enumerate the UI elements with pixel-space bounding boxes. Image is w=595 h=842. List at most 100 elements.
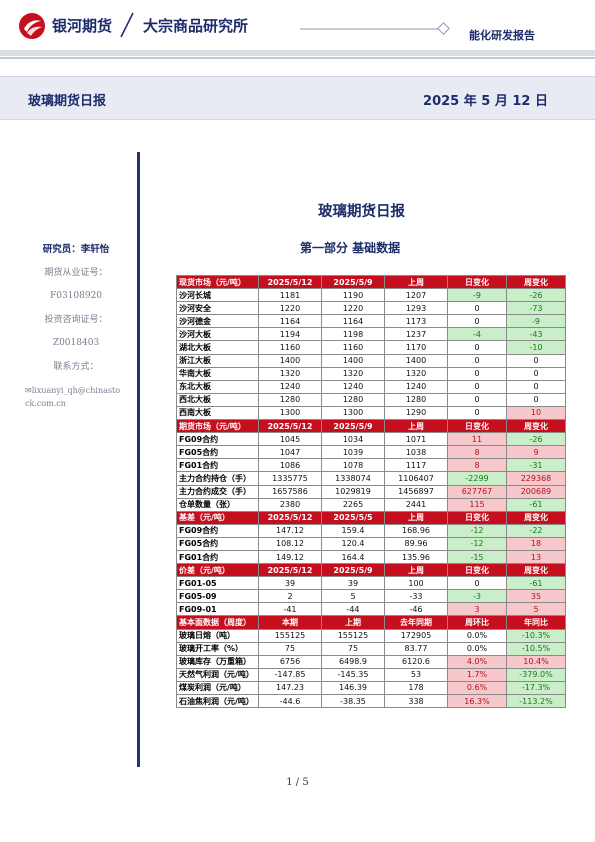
change-cell: 11 [447, 432, 507, 447]
value-cell: 1293 [384, 301, 448, 316]
change-cell: 10.4% [506, 654, 566, 669]
column-header: 上周 [384, 510, 448, 525]
row-label: 玻璃开工率（%） [176, 641, 259, 656]
change-cell: -9 [447, 288, 507, 303]
value-cell: 159.4 [321, 523, 385, 538]
change-cell: 0.0% [447, 641, 507, 656]
value-cell: -38.35 [321, 693, 385, 709]
value-cell: 2265 [321, 497, 385, 512]
column-header: 日变化 [447, 510, 507, 525]
table-row: 煤炭利润（元/吨） 147.23 146.39 178 0.6% -17.3% [176, 680, 566, 696]
section-title: 第一部分 基础数据 [300, 241, 401, 255]
glass-data-table: 现货市场（元/吨） 2025/5/12 2025/5/9 上周 日变化 周变化 沙河长城 11… [176, 274, 566, 709]
value-cell: 1240 [384, 379, 448, 394]
value-cell: 1198 [321, 327, 385, 342]
row-label: FG09-01 [176, 602, 259, 617]
contact-email[interactable]: ✉lixuanyi_qh@chinasto ck.com.cn [20, 384, 132, 410]
column-header: 上期 [321, 615, 385, 630]
value-cell: 100 [384, 576, 448, 591]
value-cell: 1220 [321, 301, 385, 316]
value-cell: 1320 [321, 366, 385, 381]
section-header-label: 基本面数据（周度） [176, 615, 259, 630]
value-cell: -44 [321, 602, 385, 617]
change-cell: 16.3% [447, 693, 507, 709]
value-cell: 1400 [258, 353, 322, 368]
change-cell: 0 [506, 353, 566, 368]
value-cell: 1029819 [321, 484, 385, 499]
column-header: 上周 [384, 274, 448, 290]
value-cell: 1237 [384, 327, 448, 342]
value-cell: 178 [384, 680, 448, 696]
value-cell: 1280 [384, 392, 448, 407]
value-cell: 6498.9 [321, 654, 385, 669]
mail-icon: ✉ [25, 386, 32, 395]
table-row: 华南大板 1320 1320 1320 0 0 [176, 366, 566, 381]
row-label: 天然气利润（元/吨） [176, 667, 259, 682]
value-cell: 168.96 [384, 523, 448, 538]
column-header: 本期 [258, 615, 322, 630]
header-rule [0, 50, 595, 56]
change-cell: 0.0% [447, 628, 507, 643]
report-category: 能化研发报告 [469, 29, 535, 42]
change-cell: -73 [506, 301, 566, 316]
value-cell: 1194 [258, 327, 322, 342]
table-row: FG05合约 1047 1039 1038 8 9 [176, 445, 566, 460]
value-cell: 1240 [321, 379, 385, 394]
change-cell: -113.2% [506, 693, 566, 709]
row-label: 湖北大板 [176, 340, 259, 355]
change-cell: -10.5% [506, 641, 566, 656]
page-header: 银河期货 大宗商品研究所 能化研发报告 [0, 0, 595, 62]
row-label: 玻璃库存（万重箱） [176, 654, 259, 669]
row-label: 西南大板 [176, 405, 259, 421]
value-cell: 1047 [258, 445, 322, 460]
value-cell: -44.6 [258, 693, 322, 709]
value-cell: 147.23 [258, 680, 322, 696]
value-cell: 1300 [321, 405, 385, 421]
table-row: FG09合约 1045 1034 1071 11 -26 [176, 432, 566, 447]
row-label: 沙河大板 [176, 327, 259, 342]
table-row: 玻璃开工率（%） 75 75 83.77 0.0% -10.5% [176, 641, 566, 656]
table-row: 天然气利润（元/吨） -147.85 -145.35 53 1.7% -379.0% [176, 667, 566, 682]
value-cell: 147.12 [258, 523, 322, 538]
row-label: 煤炭利润（元/吨） [176, 680, 259, 696]
row-label: 东北大板 [176, 379, 259, 394]
row-label: FG05合约 [176, 536, 259, 551]
row-label: FG01-05 [176, 576, 259, 591]
value-cell: 338 [384, 693, 448, 709]
row-label: FG05合约 [176, 445, 259, 460]
change-cell: -10.3% [506, 628, 566, 643]
table-row: 沙河安全 1220 1220 1293 0 -73 [176, 301, 566, 316]
value-cell: 172905 [384, 628, 448, 643]
value-cell: 1117 [384, 458, 448, 473]
table-row: 玻璃日熔（吨） 155125 155125 172905 0.0% -10.3% [176, 628, 566, 643]
license-number: F03108920 [49, 291, 103, 301]
value-cell: -33 [384, 589, 448, 604]
change-cell: -15 [447, 549, 507, 565]
column-header: 年同比 [506, 615, 566, 630]
analyst-name: 研究员：李轩怡 [42, 244, 110, 255]
value-cell: 1181 [258, 288, 322, 303]
table-row: 浙江大板 1400 1400 1400 0 0 [176, 353, 566, 368]
value-cell: 1039 [321, 445, 385, 460]
table-row: FG05合约 108.12 120.4 89.96 -12 18 [176, 536, 566, 551]
header-decor-line [300, 28, 440, 30]
change-cell: 0 [447, 314, 507, 329]
change-cell: 229368 [506, 471, 566, 486]
value-cell: 164.4 [321, 549, 385, 565]
column-header: 上周 [384, 419, 448, 434]
change-cell: -22 [506, 523, 566, 538]
value-cell: 39 [321, 576, 385, 591]
change-cell: -2299 [447, 471, 507, 486]
header-rule-thin [0, 57, 595, 59]
value-cell: 1400 [384, 353, 448, 368]
table-section-header: 基差（元/吨） 2025/5/12 2025/5/5 上周 日变化 周变化 [176, 510, 566, 525]
value-cell: 1657586 [258, 484, 322, 499]
value-cell: 2380 [258, 497, 322, 512]
row-label: 主力合约持仓（手） [176, 471, 259, 486]
contact-label: 联系方式： [53, 361, 99, 372]
email-line-1: lixuanyi_qh@chinasto [31, 386, 121, 395]
change-cell: 9 [506, 445, 566, 460]
change-cell: 0 [447, 379, 507, 394]
table-row: FG09-01 -41 -44 -46 3 5 [176, 602, 566, 617]
value-cell: 1456897 [384, 484, 448, 499]
